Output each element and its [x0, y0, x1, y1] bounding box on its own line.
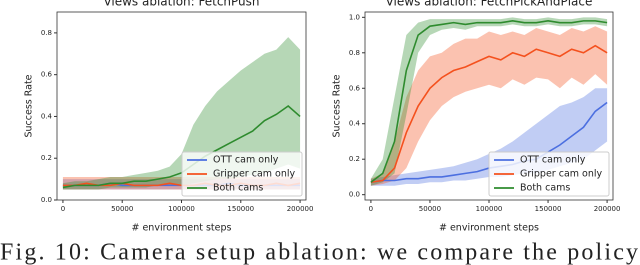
y-tick-label: 0.0	[349, 191, 360, 199]
y-tick-label: 0.6	[349, 84, 361, 92]
y-tick-label: 0.6	[41, 71, 53, 79]
x-axis-label: # environment steps	[131, 223, 231, 234]
error-band	[370, 26, 608, 186]
caption: Fig. 10: Camera setup ablation: we compa…	[0, 240, 638, 265]
y-axis-label: Success Rate	[332, 74, 343, 137]
legend-label: Gripper cam only	[520, 169, 603, 180]
x-tick-label: 100000	[168, 205, 195, 213]
legend-box	[181, 151, 303, 197]
y-tick-label: 0.8	[41, 29, 52, 37]
y-tick-label: 1.0	[349, 13, 360, 21]
legend-label: Both cams	[213, 183, 263, 194]
y-tick-label: 0.2	[349, 155, 360, 163]
x-tick-label: 50000	[111, 205, 133, 213]
y-tick-label: 0.4	[349, 120, 361, 128]
x-tick-label: 150000	[227, 205, 254, 213]
y-tick-label: 0.0	[41, 196, 52, 204]
legend-label: OTT cam only	[213, 155, 279, 166]
x-tick-label: 150000	[535, 205, 562, 213]
legend-label: OTT cam only	[520, 155, 586, 166]
x-tick-label: 50000	[419, 205, 441, 213]
x-tick-label: 0	[61, 205, 65, 213]
chart-title: Views ablation: FetchPickAndPlace	[386, 0, 593, 9]
error-band	[62, 37, 301, 190]
x-axis-label: # environment steps	[439, 223, 539, 234]
x-tick-label: 200000	[287, 205, 314, 213]
y-axis-label: Success Rate	[24, 74, 35, 137]
y-tick-label: 0.4	[41, 112, 53, 120]
line	[370, 20, 608, 183]
line	[370, 44, 608, 184]
y-tick-label: 0.8	[349, 49, 360, 57]
x-tick-label: 200000	[594, 205, 621, 213]
legend-box	[488, 151, 610, 197]
legend-label: Gripper cam only	[213, 169, 296, 180]
x-tick-label: 0	[369, 205, 373, 213]
legend-label: Both cams	[520, 183, 570, 194]
x-tick-label: 100000	[476, 205, 503, 213]
chart-title: Views ablation: FetchPush	[103, 0, 259, 9]
plot-frame	[56, 11, 307, 201]
plot-frame	[364, 11, 614, 201]
y-tick-label: 0.2	[41, 154, 52, 162]
